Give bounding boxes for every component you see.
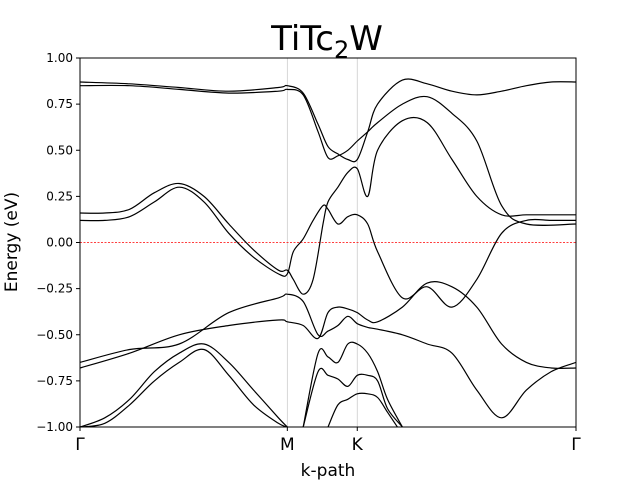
band-line-0 <box>80 186 576 308</box>
band-line-2 <box>80 84 576 226</box>
title-tail: W <box>349 19 383 59</box>
y-tick-label-7: −0.75 <box>36 374 73 388</box>
band-line-9 <box>302 367 403 427</box>
band-line-4 <box>80 281 576 369</box>
band-line-1 <box>80 116 576 295</box>
band-line-6 <box>80 343 288 427</box>
y-tick-label-1: 0.75 <box>46 97 73 111</box>
band-line-7 <box>80 348 288 427</box>
band-line-5 <box>80 293 576 419</box>
y-tick-label-0: 1.00 <box>46 51 73 65</box>
chart-title: TiTc2W <box>270 19 383 64</box>
x-axis-label: k-path <box>301 461 356 480</box>
band-line-10 <box>327 392 398 427</box>
x-tick-label-1: M <box>280 435 295 455</box>
y-tick-label-2: 0.50 <box>46 143 73 157</box>
x-tick-label-3: Γ <box>571 435 581 455</box>
band-line-8 <box>302 341 403 427</box>
plot-area: 1.00 0.75 0.50 0.25 0.00 −0.25 −0.50 −0.75 −1.00… <box>36 51 581 455</box>
y-tick-label-6: −0.50 <box>36 328 73 342</box>
y-axis-label: Energy (eV) <box>2 192 22 292</box>
x-tick-label-2: K <box>352 435 364 455</box>
y-tick-label-4: 0.00 <box>46 236 73 250</box>
title-subscript: 2 <box>334 36 349 64</box>
y-tick-label-3: 0.25 <box>46 189 73 203</box>
x-tick-label-0: Γ <box>75 435 85 455</box>
title-main: TiTc <box>270 19 334 59</box>
band-line-3 <box>80 78 576 163</box>
y-tick-label-8: −1.00 <box>36 420 73 434</box>
y-tick-label-5: −0.25 <box>36 282 73 296</box>
